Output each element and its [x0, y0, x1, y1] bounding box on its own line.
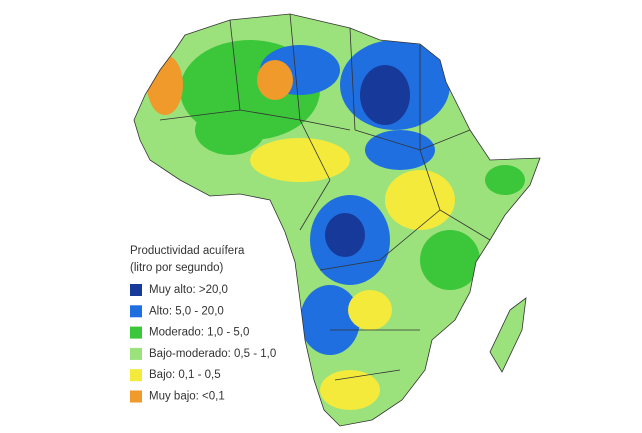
border-lines	[159, 13, 491, 381]
legend-title: Productividad acuífera	[130, 245, 245, 257]
legend-swatch	[130, 347, 142, 360]
area	[365, 130, 435, 170]
legend-swatch	[130, 284, 142, 296]
area	[320, 370, 380, 410]
area	[250, 138, 350, 182]
legend-label: Bajo-moderado: 0,5 - 1,0	[149, 348, 276, 360]
legend-label: Muy alto: >20,0	[149, 284, 228, 296]
area	[485, 165, 525, 195]
aquifer-map	[134, 14, 540, 426]
borders	[133, 13, 541, 427]
legend-label: Muy bajo: <0,1	[149, 391, 225, 403]
area	[420, 230, 480, 290]
coastline	[489, 297, 527, 373]
coastline	[133, 13, 541, 427]
area	[195, 105, 265, 155]
legend-swatch	[130, 390, 142, 403]
area	[348, 290, 392, 330]
legend-swatch	[130, 305, 142, 318]
legend: Productividad acuífera (litro por segund…	[130, 245, 276, 403]
area	[257, 60, 293, 100]
legend-subtitle: (litro por segundo)	[130, 262, 223, 274]
area	[360, 65, 410, 125]
area	[325, 213, 365, 257]
legend-swatch	[130, 326, 142, 339]
legend-label: Alto: 5,0 - 20,0	[149, 305, 224, 317]
legend-swatch	[130, 369, 142, 382]
legend-label: Moderado: 1,0 - 5,0	[149, 327, 249, 339]
area	[385, 170, 455, 230]
legend-label: Bajo: 0,1 - 0,5	[149, 369, 221, 381]
area	[300, 285, 360, 355]
